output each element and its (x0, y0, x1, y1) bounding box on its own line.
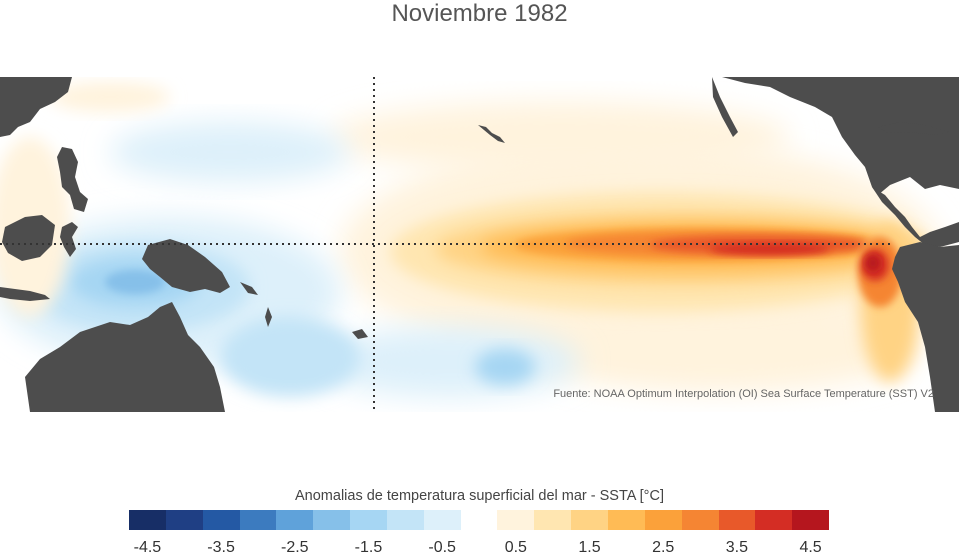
colorbar-tick-label: 1.5 (578, 539, 601, 556)
colorbar (129, 510, 830, 530)
sst-anomaly-map (0, 77, 959, 412)
colorbar-tick-label: -0.5 (428, 539, 456, 556)
colorbar-tick-label: 4.5 (799, 539, 822, 556)
reference-lines (0, 77, 890, 412)
cool-anomaly-coral-sea (220, 317, 360, 397)
colorbar-swatch-6 (350, 510, 387, 530)
land-masses (0, 77, 959, 412)
colorbar-ticks: -4.5 -3.5 -2.5 -1.5 -0.5 0.5 1.5 2.5 3.5 4.5 (0, 539, 959, 557)
land-north-america (722, 77, 959, 195)
cool-anomaly-core (105, 270, 165, 294)
cool-anomaly-south-core (475, 349, 535, 385)
colorbar-swatch-14 (644, 510, 682, 530)
colorbar-swatch-3 (239, 510, 277, 530)
coastal-max-spot (866, 255, 880, 271)
colorbar-tick-label: -4.5 (133, 539, 162, 556)
source-note: Fuente: NOAA Optimum Interpolation (OI) … (553, 388, 934, 400)
map-title: Noviembre 1982 (391, 0, 568, 27)
warm-anomaly-south (520, 302, 920, 392)
colorbar-swatch-0 (129, 510, 166, 530)
warm-anomaly-north (330, 102, 790, 172)
colorbar-swatch-5 (313, 510, 351, 530)
colorbar-swatch-18 (792, 510, 830, 530)
colorbar-tick-label: 2.5 (652, 539, 675, 556)
land-philippines (57, 147, 88, 212)
colorbar-swatch-15 (681, 510, 719, 530)
land-borneo (2, 215, 55, 261)
land-asia (0, 77, 72, 137)
colorbar-swatch-7 (386, 510, 424, 530)
colorbar-swatch-4 (276, 510, 314, 530)
colorbar-swatch-16 (718, 510, 756, 530)
land-south-america (892, 242, 959, 412)
land-solomon-islands (240, 282, 258, 295)
colorbar-swatch-8 (423, 510, 461, 530)
land-indonesia-islands (0, 287, 50, 301)
land-fiji (352, 329, 368, 339)
land-baja-california (712, 77, 738, 137)
land-vanuatu (265, 307, 272, 327)
land-new-guinea (142, 239, 230, 293)
land-hawaii (478, 125, 505, 143)
land-caribbean-islands (878, 122, 950, 135)
colorbar-swatch-11 (534, 510, 572, 530)
colorbar-tick-label: 3.5 (725, 539, 749, 556)
central-hot-spot (710, 243, 830, 255)
land-sulawesi (60, 222, 78, 257)
colorbar-swatch-17 (755, 510, 793, 530)
colorbar-swatch-12 (571, 510, 608, 530)
colorbar-tick-label: -3.5 (207, 539, 235, 556)
colorbar-swatch-1 (165, 510, 203, 530)
colorbar-tick-label: 0.5 (504, 539, 527, 556)
land-australia (25, 302, 225, 412)
cool-anomaly-north (110, 122, 350, 182)
colorbar-tick-label: -1.5 (354, 539, 383, 556)
land-central-america (872, 187, 959, 247)
colorbar-label: Anomalias de temperatura superficial del… (295, 488, 664, 504)
colorbar-swatch-9 (460, 510, 498, 530)
colorbar-tick-label: -2.5 (280, 539, 309, 556)
colorbar-swatch-10 (497, 510, 535, 530)
colorbar-swatch-13 (607, 510, 645, 530)
colorbar-swatch-2 (202, 510, 240, 530)
warm-anomaly-nw (50, 82, 170, 112)
